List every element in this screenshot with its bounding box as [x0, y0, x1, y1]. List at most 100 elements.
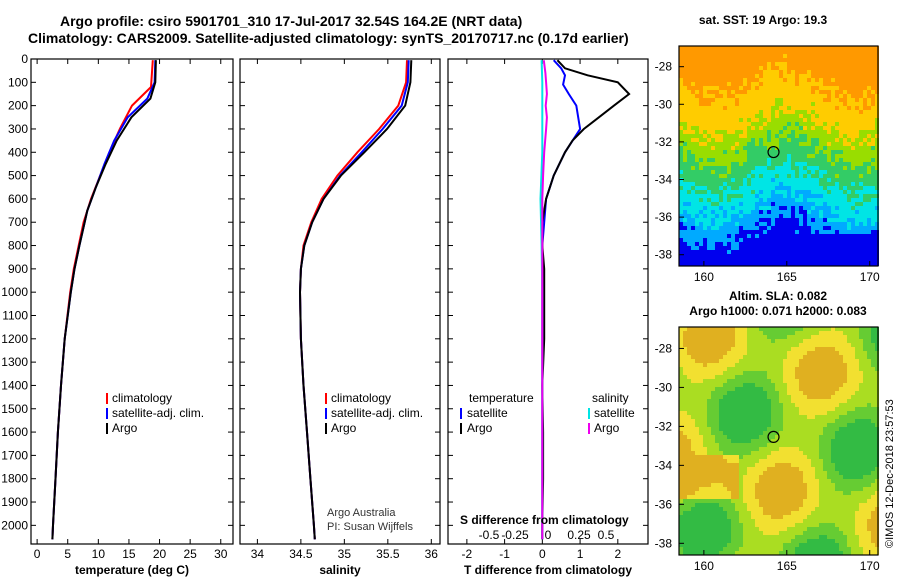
y-tick-label: 0 [21, 52, 28, 66]
map-cell [703, 435, 707, 439]
map-cell [851, 66, 855, 70]
map-cell [811, 102, 815, 106]
map-cell [831, 118, 835, 122]
map-cell [739, 54, 743, 58]
x-tick-label: -1 [499, 547, 510, 561]
map-cell [871, 94, 875, 98]
map-cell [775, 335, 779, 339]
map-cell [839, 94, 843, 98]
map-cell [735, 46, 739, 50]
map-cell [691, 254, 695, 258]
map-cell [759, 347, 763, 351]
map-cell [755, 114, 759, 118]
map-cell [735, 375, 739, 379]
title-line-1: Argo profile: csiro 5901701_310 17-Jul-2… [60, 13, 523, 29]
map-cell [691, 331, 695, 335]
map-cell [815, 431, 819, 435]
map-cell [843, 178, 847, 182]
map-cell [791, 383, 795, 387]
map-cell [775, 363, 779, 367]
map-cell [775, 150, 779, 154]
map-cell [847, 210, 851, 214]
map-cell [767, 391, 771, 395]
map-cell [795, 58, 799, 62]
map-cell [791, 439, 795, 443]
map-cell [703, 50, 707, 54]
map-cell [767, 427, 771, 431]
map-cell [687, 170, 691, 174]
map-cell [711, 483, 715, 487]
map-cell [759, 327, 763, 331]
map-cell [859, 371, 863, 375]
map-cell [739, 391, 743, 395]
map-cell [747, 383, 751, 387]
map-cell [759, 170, 763, 174]
map-cell [851, 158, 855, 162]
map-cell [859, 86, 863, 90]
map-cell [751, 371, 755, 375]
map-cell [747, 439, 751, 443]
map-cell [815, 363, 819, 367]
map-cell [831, 234, 835, 238]
map-cell [787, 367, 791, 371]
map-cell [751, 162, 755, 166]
map-cell [851, 363, 855, 367]
map-cell [679, 154, 683, 158]
map-cell [683, 355, 687, 359]
map-cell [747, 130, 751, 134]
map-cell [823, 423, 827, 427]
map-cell [855, 54, 859, 58]
map-cell [763, 443, 767, 447]
map-cell [815, 467, 819, 471]
map-cell [843, 443, 847, 447]
map-cell [851, 130, 855, 134]
map-cell [791, 158, 795, 162]
map-cell [767, 375, 771, 379]
map-cell [811, 371, 815, 375]
map-cell [867, 455, 871, 459]
map-cell [859, 335, 863, 339]
map-cell [827, 154, 831, 158]
x-tick-label: 0 [34, 547, 41, 561]
map-cell [803, 371, 807, 375]
map-cell [711, 471, 715, 475]
map-cell [755, 198, 759, 202]
map-cell [699, 443, 703, 447]
map-cell [795, 54, 799, 58]
map-cell [759, 443, 763, 447]
map-cell [823, 479, 827, 483]
map-cell [687, 347, 691, 351]
map-cell [747, 363, 751, 367]
map-cell [811, 198, 815, 202]
map-cell [703, 54, 707, 58]
map-cell [859, 134, 863, 138]
map-cell [711, 411, 715, 415]
map-cell [823, 170, 827, 174]
map-cell [875, 178, 879, 182]
map-cell [823, 194, 827, 198]
map-cell [779, 387, 783, 391]
map-cell [719, 391, 723, 395]
map-cell [783, 46, 787, 50]
map-cell [739, 355, 743, 359]
map-cell [695, 174, 699, 178]
map-cell [703, 102, 707, 106]
map-cell [739, 242, 743, 246]
map-cell [855, 170, 859, 174]
map-cell [867, 423, 871, 427]
map-cell [699, 467, 703, 471]
map-cell [751, 66, 755, 70]
map-cell [823, 347, 827, 351]
map-cell [795, 74, 799, 78]
map-cell [875, 114, 879, 118]
map-cell [787, 190, 791, 194]
map-cell [707, 463, 711, 467]
map-cell [795, 359, 799, 363]
map-cell [783, 138, 787, 142]
map-cell [699, 451, 703, 455]
map-cell [695, 158, 699, 162]
map-cell [851, 375, 855, 379]
map-cell [863, 331, 867, 335]
map-cell [763, 234, 767, 238]
map-cell [855, 78, 859, 82]
